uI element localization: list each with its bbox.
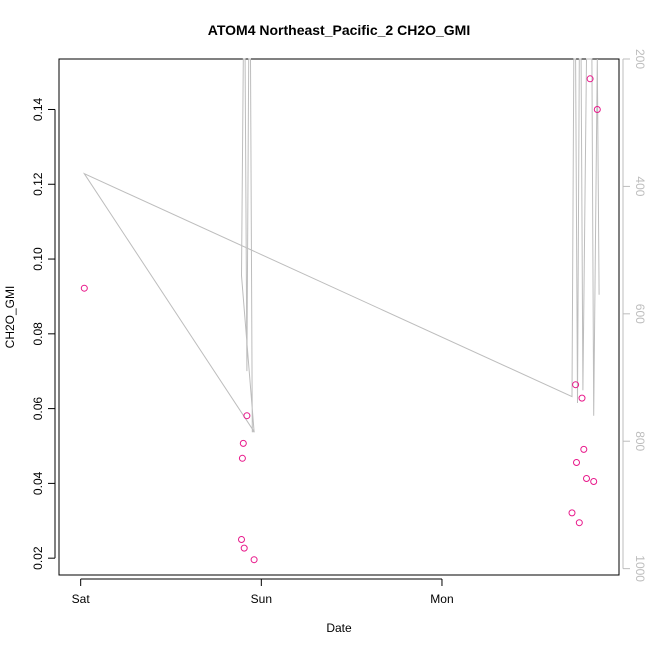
data-point (575, 519, 583, 527)
y-tick-label: 0.14 (31, 97, 45, 121)
y2-tick-label: 400 (633, 176, 647, 196)
y-tick-label: 0.02 (31, 546, 45, 570)
y-axis-right: 200 400 600 800 1000 (622, 49, 647, 582)
x-tick-label: Sun (251, 592, 272, 606)
data-point (240, 544, 248, 552)
data-point (243, 412, 251, 420)
data-point (578, 394, 586, 402)
data-point (239, 439, 247, 447)
pressure-line-layer (82, 58, 600, 433)
data-point (580, 445, 588, 453)
y2-tick-label: 600 (633, 304, 647, 324)
data-point (573, 459, 580, 466)
y-tick-label: 0.12 (31, 172, 45, 196)
data-point (572, 381, 580, 389)
data-point (586, 75, 594, 83)
y2-tick-label: 200 (633, 49, 647, 69)
x-tick-label: Sat (72, 592, 91, 606)
data-point (80, 284, 88, 292)
data-point (593, 106, 601, 113)
x-axis: Sat Sun Mon (72, 578, 454, 606)
y-axis-left: 0.02 0.04 0.06 0.08 0.10 0.12 0.14 (31, 97, 56, 570)
y-tick-label: 0.08 (31, 322, 45, 346)
y2-tick-label: 800 (633, 431, 647, 451)
data-point (238, 454, 246, 462)
plot-area (58, 58, 620, 576)
y-tick-label: 0.06 (31, 397, 45, 421)
data-point (583, 475, 590, 482)
x-axis-label: Date (326, 621, 352, 635)
data-point (590, 478, 598, 485)
data-point (250, 556, 258, 564)
y-tick-label: 0.10 (31, 247, 45, 271)
y-axis-label: CH2O_GMI (3, 286, 17, 349)
data-point (568, 509, 576, 517)
x-tick-label: Mon (430, 592, 453, 606)
y-tick-label: 0.04 (31, 471, 45, 495)
data-point (238, 536, 245, 543)
data-point-layer (80, 75, 601, 564)
chart-title: ATOM4 Northeast_Pacific_2 CH2O_GMI (208, 22, 470, 38)
series-line-0 (82, 58, 600, 433)
y2-tick-label: 1000 (633, 555, 647, 582)
